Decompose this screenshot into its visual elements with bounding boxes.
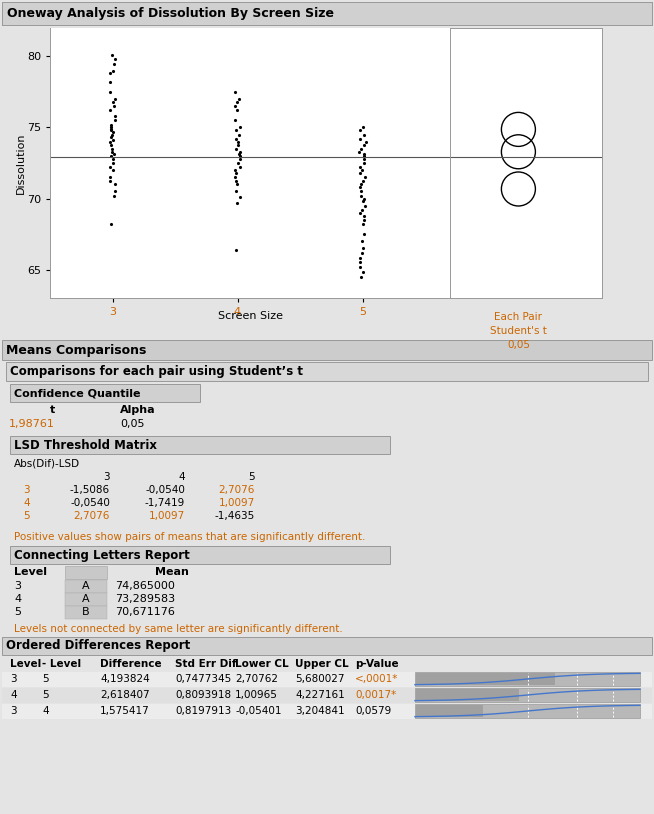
Bar bbox=[65, 566, 107, 579]
Text: Confidence Quantile: Confidence Quantile bbox=[14, 388, 141, 398]
Text: -1,4635: -1,4635 bbox=[215, 511, 255, 521]
Bar bbox=[415, 704, 640, 718]
Text: 4: 4 bbox=[10, 690, 16, 700]
Text: 74,865000: 74,865000 bbox=[115, 581, 175, 591]
Text: <,0001*: <,0001* bbox=[355, 674, 398, 684]
Text: 3: 3 bbox=[103, 472, 110, 482]
Bar bbox=[2, 704, 652, 719]
Bar bbox=[416, 689, 519, 701]
Text: 5: 5 bbox=[14, 607, 21, 617]
Text: -0,05401: -0,05401 bbox=[235, 706, 281, 716]
Text: Student's t: Student's t bbox=[490, 326, 547, 336]
Bar bbox=[2, 688, 652, 703]
Text: 2,7076: 2,7076 bbox=[218, 485, 255, 495]
Text: - Level: - Level bbox=[42, 659, 81, 669]
Text: 0,8197913: 0,8197913 bbox=[175, 706, 232, 716]
Text: 1,0097: 1,0097 bbox=[218, 498, 255, 508]
Bar bbox=[65, 593, 107, 606]
Text: 4,227161: 4,227161 bbox=[295, 690, 345, 700]
Bar bbox=[6, 362, 648, 381]
Bar bbox=[416, 673, 555, 685]
Text: Mean: Mean bbox=[155, 567, 189, 577]
Text: 4: 4 bbox=[14, 594, 21, 604]
Text: 5: 5 bbox=[42, 690, 48, 700]
Text: Difference: Difference bbox=[100, 659, 162, 669]
Text: Ordered Differences Report: Ordered Differences Report bbox=[6, 640, 190, 653]
Text: Connecting Letters Report: Connecting Letters Report bbox=[14, 549, 190, 562]
Text: 4,193824: 4,193824 bbox=[100, 674, 150, 684]
Bar bbox=[2, 672, 652, 687]
Text: Std Err Dif: Std Err Dif bbox=[175, 659, 237, 669]
Text: 5,680027: 5,680027 bbox=[295, 674, 345, 684]
Text: Means Comparisons: Means Comparisons bbox=[6, 344, 146, 357]
Text: 0,7477345: 0,7477345 bbox=[175, 674, 232, 684]
Bar bbox=[65, 580, 107, 593]
Text: 5: 5 bbox=[249, 472, 255, 482]
Text: Levels not connected by same letter are significantly different.: Levels not connected by same letter are … bbox=[14, 624, 343, 634]
Text: Abs(Dif)-LSD: Abs(Dif)-LSD bbox=[14, 458, 80, 468]
Text: A: A bbox=[82, 581, 90, 591]
Text: 73,289583: 73,289583 bbox=[115, 594, 175, 604]
Text: 0,0017*: 0,0017* bbox=[355, 690, 396, 700]
Bar bbox=[65, 606, 107, 619]
Bar bbox=[10, 384, 200, 402]
Text: 2,7076: 2,7076 bbox=[74, 511, 110, 521]
Text: Oneway Analysis of Dissolution By Screen Size: Oneway Analysis of Dissolution By Screen… bbox=[7, 7, 334, 20]
Text: Comparisons for each pair using Student’s t: Comparisons for each pair using Student’… bbox=[10, 365, 303, 378]
Text: 2,70762: 2,70762 bbox=[235, 674, 278, 684]
Text: Level: Level bbox=[14, 567, 47, 577]
Text: Lower CL: Lower CL bbox=[235, 659, 288, 669]
Y-axis label: Dissolution: Dissolution bbox=[16, 132, 26, 194]
Text: -1,7419: -1,7419 bbox=[145, 498, 185, 508]
Text: 5: 5 bbox=[24, 511, 30, 521]
Text: LSD Threshold Matrix: LSD Threshold Matrix bbox=[14, 439, 157, 452]
Bar bbox=[10, 546, 390, 564]
Text: 1,575417: 1,575417 bbox=[100, 706, 150, 716]
Text: 4: 4 bbox=[24, 498, 30, 508]
Text: Level: Level bbox=[10, 659, 41, 669]
Bar bbox=[2, 340, 652, 360]
Bar bbox=[415, 688, 640, 702]
Text: 0,0579: 0,0579 bbox=[355, 706, 391, 716]
Text: A: A bbox=[82, 594, 90, 604]
Text: 0,8093918: 0,8093918 bbox=[175, 690, 231, 700]
Text: -1,5086: -1,5086 bbox=[70, 485, 110, 495]
Text: 5: 5 bbox=[42, 674, 48, 684]
Text: 3: 3 bbox=[10, 674, 16, 684]
Text: 1,0097: 1,0097 bbox=[148, 511, 185, 521]
Bar bbox=[416, 705, 483, 717]
Bar bbox=[2, 637, 652, 655]
Text: 2,618407: 2,618407 bbox=[100, 690, 150, 700]
Text: B: B bbox=[82, 607, 90, 617]
Text: 1,98761: 1,98761 bbox=[9, 419, 55, 429]
Text: 3: 3 bbox=[10, 706, 16, 716]
Text: Each Pair: Each Pair bbox=[494, 312, 542, 322]
Text: 0,05: 0,05 bbox=[507, 340, 530, 350]
Text: Positive values show pairs of means that are significantly different.: Positive values show pairs of means that… bbox=[14, 532, 366, 542]
Text: 0,05: 0,05 bbox=[120, 419, 145, 429]
Text: Screen Size: Screen Size bbox=[218, 311, 283, 321]
Text: 70,671176: 70,671176 bbox=[115, 607, 175, 617]
Bar bbox=[415, 672, 640, 686]
Text: 3: 3 bbox=[14, 581, 21, 591]
Text: -0,0540: -0,0540 bbox=[145, 485, 185, 495]
Text: p-Value: p-Value bbox=[355, 659, 399, 669]
Text: 3,204841: 3,204841 bbox=[295, 706, 345, 716]
Text: 4: 4 bbox=[179, 472, 185, 482]
Text: Alpha: Alpha bbox=[120, 405, 156, 415]
Text: 1,00965: 1,00965 bbox=[235, 690, 278, 700]
Text: t: t bbox=[50, 405, 55, 415]
Text: -0,0540: -0,0540 bbox=[70, 498, 110, 508]
Text: Upper CL: Upper CL bbox=[295, 659, 349, 669]
Bar bbox=[10, 436, 390, 454]
Text: 4: 4 bbox=[42, 706, 48, 716]
Text: 3: 3 bbox=[24, 485, 30, 495]
